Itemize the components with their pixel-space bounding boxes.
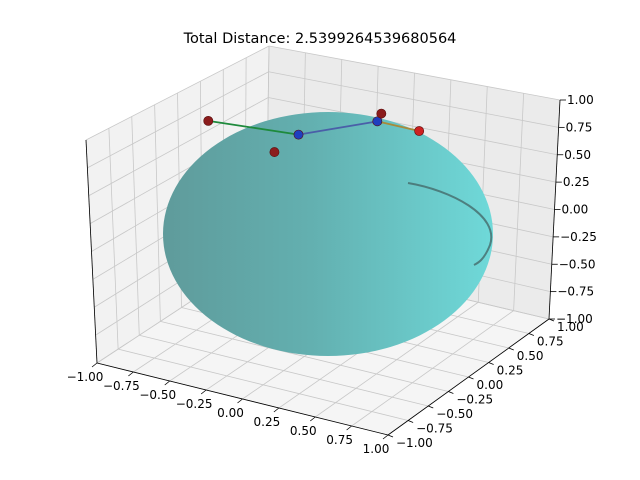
grid-line bbox=[351, 310, 514, 427]
x-tick-mark bbox=[382, 434, 389, 440]
path-points bbox=[203, 108, 425, 157]
path-segment bbox=[208, 119, 299, 136]
z-tick-label: −1.00 bbox=[556, 312, 593, 326]
x-tick-mark bbox=[237, 398, 243, 404]
path-point bbox=[376, 108, 387, 119]
x-axis-ticks: −1.00−0.75−0.50−0.25 0.00 0.25 0.50 0.75 1.00 bbox=[67, 362, 390, 456]
grid-line bbox=[268, 45, 561, 101]
path-point bbox=[414, 126, 425, 136]
path-segments bbox=[208, 119, 420, 136]
grid-line bbox=[87, 71, 269, 169]
y-tick-mark bbox=[528, 333, 535, 336]
z-tick-label: 0.50 bbox=[564, 148, 591, 162]
y-tick-label: 1.00 bbox=[557, 320, 584, 334]
x-tick-label: 0.50 bbox=[290, 424, 317, 438]
chart-title: Total Distance: 2.5399264539680564 bbox=[183, 31, 457, 47]
y-tick-label: 0.25 bbox=[497, 364, 524, 378]
x-tick-label: 0.75 bbox=[326, 433, 353, 447]
x-tick-label: −0.50 bbox=[139, 388, 176, 402]
y-tick-mark bbox=[387, 434, 394, 438]
y-tick-mark bbox=[428, 405, 434, 409]
grid-line bbox=[513, 93, 525, 311]
x-tick-label: −0.25 bbox=[176, 397, 213, 411]
y-tick-mark bbox=[468, 376, 474, 380]
grid-line bbox=[88, 97, 269, 197]
z-tick-label: 0.00 bbox=[562, 203, 589, 217]
y-tick-label: −1.00 bbox=[396, 436, 433, 450]
y-tick-label: −0.25 bbox=[456, 393, 493, 407]
x-tick-mark bbox=[128, 371, 134, 377]
sphere-far-side-curve bbox=[407, 182, 493, 266]
y-axis-ticks: −1.00−0.75−0.50−0.250.000.250.500.751.00 bbox=[387, 318, 584, 450]
x-tick-label: 0.25 bbox=[254, 415, 281, 429]
z-tick-label: −0.25 bbox=[560, 230, 597, 244]
axis-edge bbox=[85, 139, 98, 364]
path-point bbox=[269, 147, 280, 157]
path-segment bbox=[377, 120, 420, 132]
sphere-surface bbox=[163, 112, 493, 356]
y-tick-label: −0.75 bbox=[416, 422, 453, 436]
x-tick-mark bbox=[164, 380, 170, 386]
y-tick-label: −0.50 bbox=[436, 407, 473, 421]
z-axis-ticks: −1.00 −0.75 −0.50 −0.25 0.00 0.25 0.50 0.75 1.00 bbox=[549, 93, 597, 326]
path-segment bbox=[298, 120, 378, 136]
x-tick-mark bbox=[91, 362, 98, 368]
grid-line bbox=[268, 97, 558, 156]
x-tick-label: −1.00 bbox=[67, 370, 104, 384]
grid-line bbox=[85, 45, 270, 141]
y-tick-label: 0.00 bbox=[477, 378, 504, 392]
y-tick-mark bbox=[448, 391, 454, 394]
grid-line bbox=[268, 71, 559, 128]
z-tick-label: 0.25 bbox=[563, 175, 590, 189]
z-tick-label: 1.00 bbox=[567, 93, 594, 107]
x-tick-mark bbox=[200, 389, 207, 395]
z-tick-label: 0.75 bbox=[566, 120, 593, 134]
y-tick-label: 0.75 bbox=[537, 335, 564, 349]
x-tick-label: 1.00 bbox=[363, 442, 390, 456]
path-point bbox=[203, 115, 214, 126]
x-tick-mark bbox=[310, 416, 316, 422]
y-tick-label: 0.50 bbox=[517, 349, 544, 363]
x-tick-label: 0.00 bbox=[217, 406, 244, 420]
z-tick-label: −0.50 bbox=[559, 257, 596, 271]
grid-line bbox=[315, 301, 479, 418]
x-tick-mark bbox=[346, 425, 352, 431]
y-tick-mark bbox=[488, 362, 494, 365]
z-tick-label: −0.75 bbox=[557, 285, 594, 299]
y-tick-mark bbox=[508, 347, 514, 351]
path-point bbox=[293, 129, 304, 140]
x-tick-label: −0.75 bbox=[103, 379, 140, 393]
x-tick-mark bbox=[273, 407, 280, 413]
y-tick-mark bbox=[407, 420, 414, 423]
path-point bbox=[372, 116, 383, 127]
